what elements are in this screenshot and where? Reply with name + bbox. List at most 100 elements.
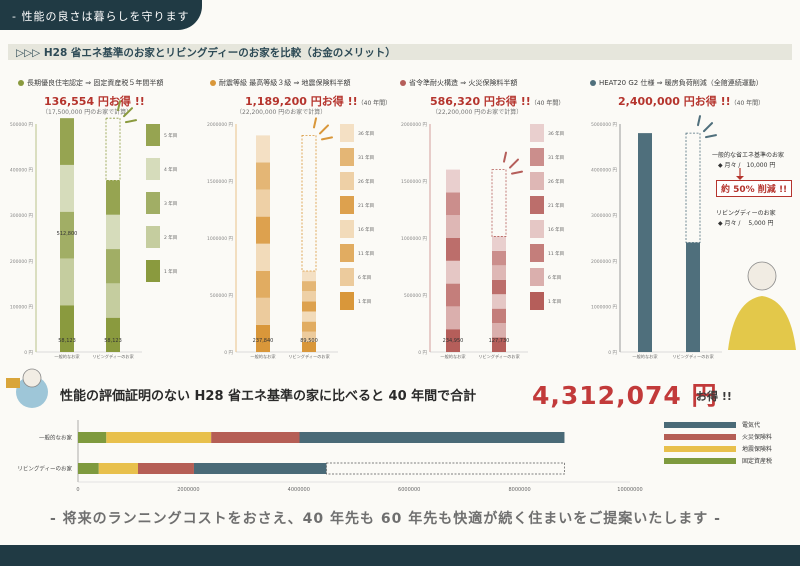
bar-segment — [492, 236, 506, 251]
bar-segment — [446, 260, 460, 284]
y-tick-label: 2000000 円 — [207, 122, 233, 128]
bar-segment — [302, 331, 316, 342]
bar-dashed-outline — [301, 134, 317, 272]
year-label: 1 年目 — [548, 298, 561, 305]
h-category-label: リビングディーのお家 — [17, 465, 72, 473]
legend-label: 電気代 — [742, 422, 761, 429]
panel-4-amount: 2,400,000 円お得 !!（40 年間） — [618, 95, 765, 108]
y-tick-label: 1000000 円 — [591, 304, 617, 310]
year-label: 6 年目 — [358, 274, 371, 281]
year-swatch — [146, 124, 160, 146]
legend-item: 地震保険料 — [664, 444, 794, 456]
year-swatch — [146, 226, 160, 248]
bar-segment — [106, 283, 120, 318]
category-label: リビングディーのお家 — [92, 353, 134, 360]
category-label: 一般的なお家 — [440, 353, 466, 360]
y-tick-label: 100000 円 — [10, 304, 34, 310]
panel-2-sub: （22,200,000 円のお家で計算） — [236, 109, 327, 116]
bar-segment — [60, 211, 74, 259]
panel-4-note2-line1: リビングディーのお家 — [716, 210, 776, 217]
y-tick-label: 0 円 — [24, 350, 33, 356]
piggy-bank — [6, 378, 20, 388]
bar-segment — [446, 215, 460, 238]
panel-2-amount: 1,189,200 円お得 !!（40 年間） — [245, 95, 392, 108]
year-label: 36 年目 — [358, 130, 374, 137]
year-swatch — [340, 124, 354, 142]
category-label: リビングディーのお家 — [288, 353, 330, 360]
bar-segment — [106, 180, 120, 215]
section-title: ▷▷▷ H28 省エネ基準のお家とリビングディーのお家を比較（お金のメリット） — [16, 47, 396, 59]
data-label: 234,950 — [443, 338, 464, 344]
bar-segment — [492, 337, 506, 352]
accent-stroke — [503, 151, 507, 163]
year-label: 16 年目 — [548, 226, 564, 233]
bar-segment — [256, 324, 270, 352]
year-swatch — [530, 220, 544, 238]
accent-stroke — [313, 117, 317, 129]
bar — [686, 242, 700, 352]
y-tick-label: 200000 円 — [10, 259, 34, 265]
data-label: 58,123 — [104, 338, 122, 344]
bar-segment — [492, 294, 506, 309]
y-tick-label: 1500000 円 — [207, 179, 233, 185]
section-bar: ▷▷▷ H28 省エネ基準のお家とリビングディーのお家を比較（お金のメリット） — [8, 44, 792, 60]
panel-1-dot — [18, 80, 24, 86]
year-swatch — [340, 268, 354, 286]
year-swatch — [530, 196, 544, 214]
year-label: 1 年目 — [358, 298, 371, 305]
h-bar-segment — [98, 463, 139, 474]
category-label: 一般的なお家 — [250, 353, 276, 360]
year-label: 11 年目 — [358, 250, 374, 257]
year-label: 6 年目 — [548, 274, 561, 281]
bar-segment — [302, 341, 316, 352]
bar-segment — [106, 317, 120, 352]
year-swatch — [530, 148, 544, 166]
panel-4-note1-line1: 一般的な省エネ基準のお家 — [712, 152, 785, 159]
panel-4-dot — [590, 80, 596, 86]
bar-segment — [446, 192, 460, 216]
bar-segment — [446, 169, 460, 193]
person-figure-left — [16, 376, 48, 408]
category-label: 一般的なお家 — [54, 353, 80, 360]
bar-segment — [492, 250, 506, 266]
summary-line: 性能の評価証明のない H28 省エネ基準の家に比べると 40 年間で合計 — [60, 389, 477, 404]
year-swatch — [146, 158, 160, 180]
bar-segment — [302, 291, 316, 302]
h-category-label: 一般的なお家 — [39, 434, 73, 442]
panel-2-dot — [210, 80, 216, 86]
bar-segment — [446, 283, 460, 307]
bar-segment — [256, 162, 270, 190]
bar-segment — [60, 258, 74, 306]
panel-4-note1-line2: ◆ 月々 / 10,000 円 — [718, 162, 776, 169]
year-swatch — [340, 244, 354, 262]
bar-segment — [256, 135, 270, 163]
x-tick-label: 2000000 — [177, 487, 199, 493]
y-tick-label: 5000000 円 — [591, 122, 617, 128]
panel-1-sub: （17,500,000 円のお家で計算） — [42, 109, 133, 116]
person-face-left — [22, 368, 42, 388]
legend-label: 固定資産税 — [742, 458, 773, 465]
h-bar-segment — [138, 463, 194, 474]
year-label: 36 年目 — [548, 130, 564, 137]
bar-segment — [106, 214, 120, 250]
header-tab: - 性能の良さは暮らしを守ります — [0, 0, 202, 30]
bar-segment — [256, 297, 270, 325]
bar-segment — [256, 189, 270, 217]
y-tick-label: 0 円 — [224, 350, 233, 356]
bar-dashed-outline — [105, 117, 121, 181]
h-bar-segment — [299, 432, 565, 443]
y-tick-label: 1000000 円 — [207, 236, 233, 242]
h-bar-segment — [193, 463, 327, 474]
legend-swatch — [664, 446, 736, 452]
y-tick-label: 2000000 円 — [401, 122, 427, 128]
bar-segment — [302, 281, 316, 292]
year-swatch — [530, 268, 544, 286]
accent-stroke — [705, 134, 717, 139]
category-label: リビングディーのお家 — [478, 353, 520, 360]
y-tick-label: 0 円 — [418, 350, 427, 356]
legend-label: 地震保険料 — [742, 446, 773, 453]
category-label: リビングディーのお家 — [672, 353, 714, 360]
bar-segment — [60, 164, 74, 212]
h-bar-segment — [78, 432, 107, 443]
x-tick-label: 8000000 — [508, 487, 530, 493]
